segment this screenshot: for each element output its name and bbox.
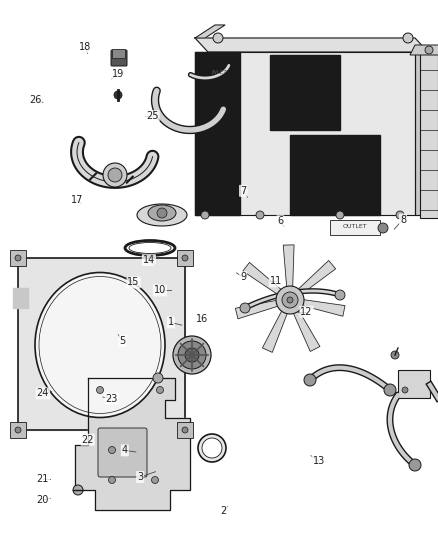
- Text: 9: 9: [240, 272, 246, 282]
- Circle shape: [425, 46, 433, 54]
- Circle shape: [391, 351, 399, 359]
- Circle shape: [201, 211, 209, 219]
- Polygon shape: [291, 306, 320, 351]
- FancyBboxPatch shape: [98, 428, 147, 477]
- Ellipse shape: [108, 168, 122, 182]
- Text: 7: 7: [240, 186, 246, 196]
- Circle shape: [409, 459, 421, 471]
- Circle shape: [336, 211, 344, 219]
- Polygon shape: [177, 422, 193, 438]
- Polygon shape: [330, 220, 380, 235]
- Polygon shape: [283, 245, 294, 292]
- Text: 10: 10: [154, 286, 166, 295]
- Polygon shape: [13, 288, 28, 308]
- Circle shape: [256, 211, 264, 219]
- Text: 11: 11: [270, 277, 282, 286]
- Ellipse shape: [148, 205, 176, 221]
- FancyBboxPatch shape: [398, 370, 430, 398]
- Circle shape: [304, 374, 316, 386]
- Text: INLET: INLET: [212, 69, 228, 75]
- Ellipse shape: [35, 272, 165, 417]
- Polygon shape: [177, 250, 193, 266]
- Circle shape: [15, 427, 21, 433]
- Polygon shape: [297, 299, 345, 316]
- Circle shape: [378, 223, 388, 233]
- Circle shape: [109, 447, 116, 454]
- Text: 4: 4: [122, 446, 128, 455]
- Text: 3: 3: [137, 472, 143, 482]
- Polygon shape: [195, 52, 415, 215]
- Text: 19: 19: [112, 69, 124, 78]
- Circle shape: [384, 384, 396, 396]
- Polygon shape: [420, 50, 438, 218]
- Circle shape: [114, 91, 122, 99]
- Circle shape: [335, 290, 345, 300]
- Circle shape: [15, 255, 21, 261]
- Polygon shape: [195, 38, 428, 52]
- Polygon shape: [262, 306, 289, 352]
- Ellipse shape: [185, 348, 199, 362]
- Polygon shape: [243, 262, 285, 297]
- Text: 21: 21: [37, 474, 49, 483]
- Text: 13: 13: [313, 456, 325, 466]
- Circle shape: [240, 303, 250, 313]
- Polygon shape: [294, 261, 336, 297]
- Ellipse shape: [198, 434, 226, 462]
- Ellipse shape: [173, 336, 211, 374]
- Text: OUTLET: OUTLET: [343, 224, 367, 230]
- Text: 24: 24: [37, 389, 49, 398]
- Circle shape: [402, 387, 408, 393]
- Text: 22: 22: [81, 435, 94, 445]
- Polygon shape: [195, 25, 225, 38]
- Ellipse shape: [129, 243, 171, 254]
- Circle shape: [152, 477, 159, 483]
- Text: 18: 18: [79, 42, 92, 52]
- Polygon shape: [18, 258, 185, 430]
- Circle shape: [182, 255, 188, 261]
- Ellipse shape: [202, 438, 222, 458]
- Polygon shape: [75, 378, 190, 510]
- Text: 1: 1: [168, 318, 174, 327]
- Text: 17: 17: [71, 195, 83, 205]
- Polygon shape: [410, 45, 438, 55]
- Text: 16: 16: [196, 314, 208, 324]
- Polygon shape: [235, 300, 283, 319]
- Circle shape: [156, 386, 163, 393]
- Text: 26: 26: [29, 95, 41, 105]
- Text: 23: 23: [106, 394, 118, 403]
- Circle shape: [396, 211, 404, 219]
- Circle shape: [157, 208, 167, 218]
- Circle shape: [213, 33, 223, 43]
- Polygon shape: [195, 52, 240, 215]
- Text: 20: 20: [37, 495, 49, 505]
- Text: 5: 5: [120, 336, 126, 346]
- Text: 12: 12: [300, 307, 313, 317]
- Circle shape: [182, 427, 188, 433]
- Polygon shape: [10, 422, 26, 438]
- Ellipse shape: [178, 341, 206, 369]
- Circle shape: [109, 477, 116, 483]
- Polygon shape: [290, 135, 380, 215]
- Ellipse shape: [137, 204, 187, 226]
- Text: 15: 15: [127, 278, 140, 287]
- Circle shape: [73, 485, 83, 495]
- Circle shape: [276, 286, 304, 314]
- Polygon shape: [270, 55, 340, 130]
- Circle shape: [403, 33, 413, 43]
- FancyBboxPatch shape: [111, 50, 127, 66]
- Text: 8: 8: [400, 215, 406, 224]
- Circle shape: [287, 297, 293, 303]
- Polygon shape: [415, 52, 428, 215]
- Circle shape: [153, 373, 163, 383]
- FancyBboxPatch shape: [113, 50, 126, 59]
- Circle shape: [96, 386, 103, 393]
- Ellipse shape: [103, 163, 127, 187]
- Text: 14: 14: [143, 255, 155, 265]
- Text: 25: 25: [146, 111, 159, 121]
- Text: 6: 6: [277, 216, 283, 226]
- Text: 2: 2: [220, 506, 226, 515]
- Polygon shape: [10, 250, 26, 266]
- Circle shape: [282, 292, 298, 308]
